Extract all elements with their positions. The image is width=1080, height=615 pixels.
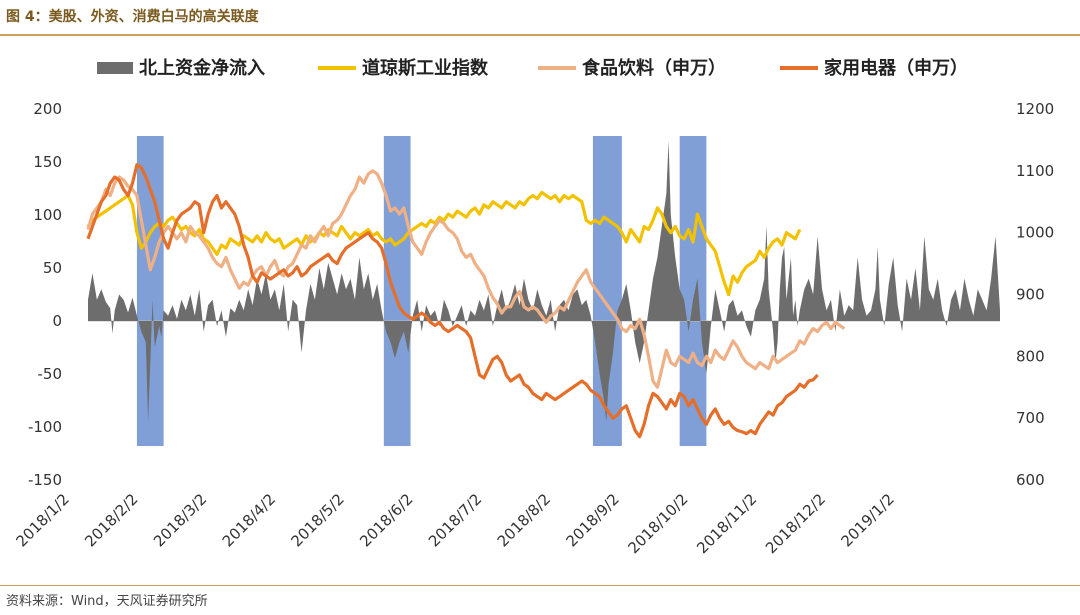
right-tick-label-2: 1000 [1016,224,1054,242]
x-tick-label-7: 2018/8/2 [494,490,554,550]
legend-label-dow: 道琼斯工业指数 [362,57,489,79]
x-tick-label-10: 2018/11/2 [693,490,760,557]
x-tick-label-2: 2018/3/2 [150,490,210,550]
right-tick-label-4: 800 [1016,347,1045,365]
x-tick-label-1: 2018/2/2 [81,490,141,550]
left-tick-label-4: 0 [52,312,62,330]
legend-label-appliance: 家用电器（申万） [824,57,968,79]
legend-label-food: 食品饮料（申万） [581,57,726,79]
series-flow-area [88,140,1000,422]
chart: 北上资金净流入 道琼斯工业指数 食品饮料（申万） 家用电器（申万） 200 150… [12,57,1054,557]
footer-rule [0,585,1080,586]
shaded-period-1 [383,136,411,446]
series-dow-line [86,190,802,297]
x-tick-label-9: 2018/10/2 [624,490,691,557]
shaded-period-3 [679,136,707,446]
left-tick-label-7: -150 [28,471,62,489]
right-tick-label-6: 600 [1016,471,1045,489]
shaded-periods [136,136,707,446]
left-axis: 200 150 100 50 0 -50 -100 -150 [28,100,62,489]
left-tick-label-2: 100 [33,206,62,224]
x-tick-label-8: 2018/9/2 [562,490,622,550]
x-tick-label-12: 2019/1/2 [837,490,897,550]
left-tick-label-6: -100 [28,418,62,436]
series-group [86,140,1000,439]
legend-label-flow: 北上资金净流入 [139,57,265,79]
legend-swatch-flow [97,62,133,74]
x-tick-label-6: 2018/7/2 [425,490,485,550]
right-axis: 1200 1100 1000 900 800 700 600 [1016,100,1054,489]
shaded-period-0 [136,136,164,446]
title-rule [0,34,1080,36]
right-tick-label-3: 900 [1016,286,1045,304]
left-tick-label-0: 200 [33,100,62,118]
left-tick-label-3: 50 [43,259,62,277]
right-tick-label-0: 1200 [1016,100,1054,118]
x-tick-label-0: 2018/1/2 [12,490,72,550]
series-food-line [86,169,846,389]
x-tick-label-3: 2018/4/2 [219,490,279,550]
right-tick-label-1: 1100 [1016,162,1054,180]
figure-title: 图 4：美股、外资、消费白马的高关联度 [6,9,259,25]
left-tick-label-5: -50 [38,365,63,383]
x-tick-label-5: 2018/6/2 [356,490,416,550]
legend: 北上资金净流入 道琼斯工业指数 食品饮料（申万） 家用电器（申万） [97,57,968,79]
right-tick-label-5: 700 [1016,409,1045,427]
series-appliance-line [86,163,819,439]
x-axis: 2018/1/2 2018/2/2 2018/3/2 2018/4/2 2018/5/2… [12,490,897,557]
left-tick-label-1: 150 [33,153,62,171]
x-tick-label-11: 2018/12/2 [762,490,829,557]
x-tick-label-4: 2018/5/2 [287,490,347,550]
source-note: 资料来源：Wind，天风证券研究所 [6,594,208,609]
